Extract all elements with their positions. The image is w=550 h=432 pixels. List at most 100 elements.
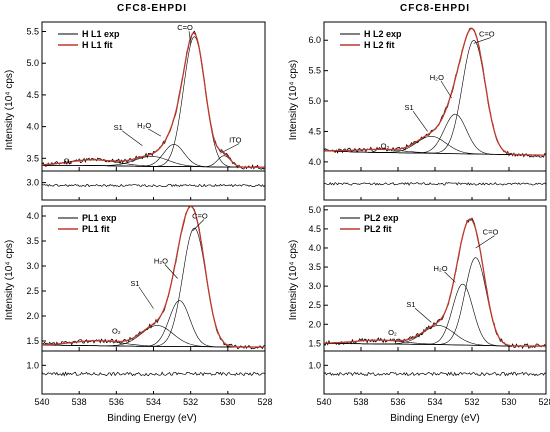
hl2-legend-exp-label: H L2 exp xyxy=(364,29,402,39)
pl2-legend-exp-label: PL2 exp xyxy=(364,213,399,223)
hl1-fit-curve xyxy=(41,32,265,168)
pl2-xtick-label: 540 xyxy=(316,397,331,407)
pl1-xtick-label: 538 xyxy=(72,397,87,407)
pl2-ytick-label: 1.5 xyxy=(308,338,321,348)
hl2-peak-label-o: O₂ xyxy=(381,141,390,150)
hl1-residual-frame xyxy=(41,170,266,201)
pl2-peak-label-co: C=O xyxy=(483,228,499,237)
hl1-ytick-label: 4.5 xyxy=(26,90,39,100)
hl2-component-ho xyxy=(323,113,547,156)
pl1-component-s1 xyxy=(41,325,265,348)
pl1-ytick-label: 2.5 xyxy=(26,286,39,296)
pl1-xtick-label: 536 xyxy=(109,397,124,407)
pl2-ytick-label: 4.5 xyxy=(308,224,321,234)
hl2-component-co xyxy=(323,40,547,156)
pl2-xtick-label: 530 xyxy=(501,397,516,407)
pl1-xtick-label: 540 xyxy=(34,397,49,407)
pl1-plot-frame xyxy=(41,205,266,352)
hl2-ytick-label: 6.0 xyxy=(308,35,321,45)
hl1-peak-arrow xyxy=(188,31,191,45)
pl1-xtick-label: 530 xyxy=(220,397,235,407)
pl1-ytick-label: 3.5 xyxy=(26,236,39,246)
hl1-ytick-label: 5.5 xyxy=(26,27,39,37)
pl2-exp-curve xyxy=(323,217,547,350)
pl1-xtick-label: 532 xyxy=(183,397,198,407)
pl2-legend-fit-label: PL2 fit xyxy=(364,224,392,234)
hl1-peak-label-ho: H₂O xyxy=(137,121,151,130)
pl1-peak-label-o: O₂ xyxy=(112,327,121,336)
hl2-ytick-label: 5.5 xyxy=(308,66,321,76)
xlabel-right: Binding Energy (eV) xyxy=(390,413,480,424)
pl1-ytick-label: 1.5 xyxy=(26,336,39,346)
hl1-peak-arrow xyxy=(122,130,143,146)
hl1-component-ito xyxy=(42,155,265,168)
hl2-exp-curve xyxy=(323,27,547,158)
pl2-peak-label-o: O₂ xyxy=(388,328,397,337)
hl2-peak-label-ho: H₂O xyxy=(430,73,444,82)
pl1-ytick-label: 3.0 xyxy=(26,261,39,271)
hl2-peak-arrow xyxy=(473,37,491,44)
pl2-peak-label-ho: H₂O xyxy=(433,264,447,273)
pl2-xtick-label: 528 xyxy=(538,397,550,407)
pl2-ytick-label: 2.0 xyxy=(308,319,321,329)
pl2-plot-frame xyxy=(323,205,547,352)
hl2-fit-curve xyxy=(323,27,547,156)
pl2-peak-label-s1: S1 xyxy=(406,300,415,309)
hl2-residual-curve xyxy=(323,182,547,186)
hl2-ylabel: Intensity (10⁴ cps) xyxy=(288,60,299,140)
pl1-fit-curve xyxy=(41,205,265,348)
pl1-legend-fit-label: PL1 fit xyxy=(82,224,110,234)
pl1-peak-arrow xyxy=(192,219,205,232)
hl1-peak-label-ito: ITO xyxy=(229,135,242,144)
hl2-peak-arrow xyxy=(440,80,452,99)
pl1-residual-curve xyxy=(41,371,266,377)
pl2-xtick-label: 536 xyxy=(390,397,405,407)
hl1-ytick-label: 5.0 xyxy=(26,58,39,68)
hl1-residual-curve xyxy=(41,183,266,188)
pl2-peak-arrow xyxy=(475,235,495,249)
pl2-xtick-label: 534 xyxy=(427,397,442,407)
pl1-ytick-label: 2.0 xyxy=(26,311,39,321)
hl1-ytick-label: 3.5 xyxy=(26,153,39,163)
pl1-peak-arrow xyxy=(138,286,154,309)
pl1-xtick-label: 534 xyxy=(146,397,161,407)
hl1-component-ho xyxy=(42,144,265,168)
hl1-exp-curve xyxy=(41,30,266,170)
pl1-xtick-label: 528 xyxy=(257,397,272,407)
pl2-ylabel: Intensity (10⁴ cps) xyxy=(288,240,299,320)
hl1-peak-label-co: C=O xyxy=(177,23,193,32)
pl1-peak-label-ho: H₂O xyxy=(154,257,168,266)
xlabel-left: Binding Energy (eV) xyxy=(107,413,197,424)
pl1-exp-curve xyxy=(41,205,266,350)
hl1-res-ytick-label: 3.0 xyxy=(26,178,39,188)
pl1-legend-exp-label: PL1 exp xyxy=(82,213,117,223)
pl2-ytick-label: 3.0 xyxy=(308,281,321,291)
hl1-peak-arrow xyxy=(220,143,240,154)
pl2-residual-curve xyxy=(323,371,547,377)
pl2-component-ho xyxy=(323,283,546,347)
hl2-legend-fit-label: H L2 fit xyxy=(364,40,395,50)
pl2-xtick-label: 532 xyxy=(464,397,479,407)
pl2-peak-arrow xyxy=(414,307,432,323)
pl1-ytick-label: 4.0 xyxy=(26,211,39,221)
hl2-peak-label-s1: S1 xyxy=(405,103,414,112)
hl2-peak-label-co: C=O xyxy=(479,30,495,39)
pl1-peak-arrow xyxy=(164,264,178,279)
hl2-ytick-label: 4.5 xyxy=(308,126,321,136)
pl2-res-ytick-label: 1.0 xyxy=(308,360,321,370)
hl1-legend-fit-label: H L1 fit xyxy=(82,40,113,50)
pl2-xtick-label: 538 xyxy=(353,397,368,407)
pl1-component-co xyxy=(41,227,265,348)
hl2-residual-frame xyxy=(323,170,547,201)
hl2-ytick-label: 5.0 xyxy=(308,96,321,106)
hl2-peak-arrow xyxy=(412,111,428,132)
pl1-peak-label-co: C=O xyxy=(192,212,208,221)
hl1-legend-exp-label: H L1 exp xyxy=(82,29,120,39)
pl2-ytick-label: 2.5 xyxy=(308,300,321,310)
pl1-res-ytick-label: 1.0 xyxy=(26,360,39,370)
pl2-fit-curve xyxy=(323,218,546,347)
hl2-ytick-label: 4.0 xyxy=(308,157,321,167)
pl1-ylabel: Intensity (10⁴ cps) xyxy=(4,240,15,320)
hl1-ylabel: Intensity (10⁴ cps) xyxy=(4,70,15,150)
